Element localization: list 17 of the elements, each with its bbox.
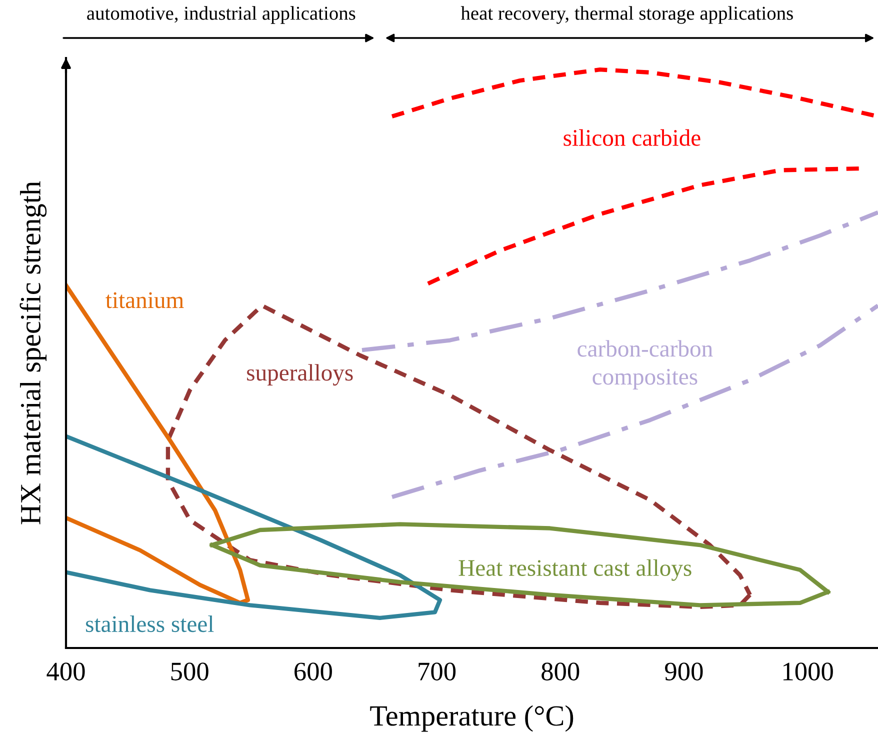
x-axis-title: Temperature (°C) xyxy=(370,705,574,732)
x-tick-label: 600 xyxy=(294,662,332,680)
series-label: Heat resistant cast alloys xyxy=(458,559,692,581)
series-label: carbon-carbon composites xyxy=(578,340,713,390)
x-tick-label: 800 xyxy=(542,662,580,680)
text: heat recovery, thermal storage applications xyxy=(460,6,793,24)
x-tick-label: 700 xyxy=(418,662,456,680)
x-tick-label: 1000 xyxy=(783,662,833,680)
x-tick-label: 400 xyxy=(46,662,85,680)
series-label: titanium xyxy=(106,292,184,308)
x-tick-label: 500 xyxy=(171,662,208,680)
x-tick-label: 900 xyxy=(665,662,703,680)
text: silicon carbide xyxy=(564,129,700,146)
y-axis-title: HX material specific strength xyxy=(20,181,47,524)
series-label: superalloys xyxy=(247,364,353,386)
series-label: stainless steel xyxy=(86,615,214,632)
text: automotive, industrial applications xyxy=(87,6,356,24)
